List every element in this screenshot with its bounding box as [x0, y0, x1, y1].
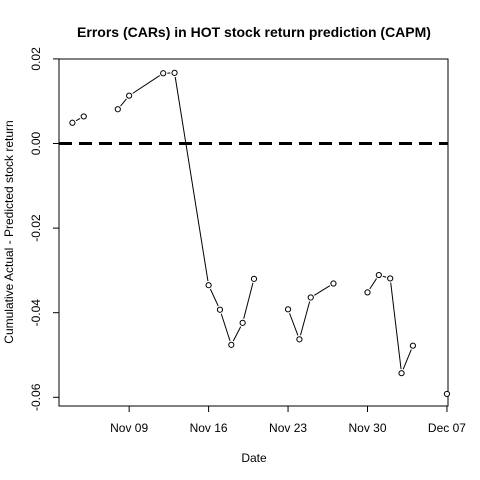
data-point — [307, 294, 314, 301]
data-point — [296, 336, 303, 343]
series-line-segment — [369, 278, 377, 290]
car-series — [69, 69, 451, 398]
data-point — [250, 275, 258, 282]
series-line-segment — [300, 301, 311, 336]
data-point — [114, 106, 121, 113]
data-point — [398, 370, 405, 377]
x-tick-label: Nov 30 — [348, 421, 386, 435]
y-tick-label: -0.06 — [29, 383, 43, 411]
series-line-segment — [289, 313, 299, 336]
y-tick-label: -0.04 — [29, 299, 43, 327]
data-point — [239, 319, 246, 326]
data-point — [364, 289, 371, 296]
y-tick-label: 0.02 — [29, 47, 43, 71]
series-line-segment — [243, 282, 254, 319]
y-axis: 0.02 0.00 -0.02 -0.04 -0.06 — [29, 47, 60, 411]
data-point — [160, 70, 167, 77]
series-line-segment — [174, 76, 209, 282]
data-point — [171, 69, 178, 76]
series-line-segment — [209, 288, 219, 307]
series-line-segment — [390, 282, 402, 370]
chart-title: Errors (CARs) in HOT stock return predic… — [77, 24, 431, 40]
x-axis: Nov 09 Nov 16 Nov 23 Nov 30 Dec 07 — [110, 405, 466, 435]
y-axis-label: Cumulative Actual - Predicted stock retu… — [2, 120, 16, 343]
y-tick-label: 0.00 — [29, 131, 43, 155]
data-point — [228, 341, 235, 348]
data-point — [443, 390, 451, 398]
data-point — [409, 342, 416, 349]
data-point — [80, 113, 87, 120]
x-axis-label: Date — [241, 451, 267, 465]
x-tick-label: Nov 09 — [110, 421, 148, 435]
series-line-segment — [382, 275, 387, 278]
x-tick-label: Nov 23 — [269, 421, 307, 435]
y-tick-label: -0.02 — [29, 214, 43, 242]
data-point — [205, 282, 212, 289]
series-line-segment — [314, 285, 331, 296]
x-tick-label: Nov 16 — [190, 421, 228, 435]
data-point — [284, 306, 292, 313]
x-tick-label: Dec 07 — [428, 421, 466, 435]
series-line-segment — [220, 313, 231, 342]
series-line-segment — [402, 349, 412, 370]
data-point — [216, 306, 224, 313]
series-line-segment — [232, 326, 242, 342]
data-point — [69, 119, 76, 126]
series-line-segment — [75, 118, 81, 122]
data-point — [330, 280, 337, 287]
data-point — [126, 92, 133, 99]
series-line-segment — [120, 98, 127, 107]
data-point — [387, 275, 394, 282]
series-line-segment — [132, 75, 160, 94]
data-point — [375, 271, 382, 279]
